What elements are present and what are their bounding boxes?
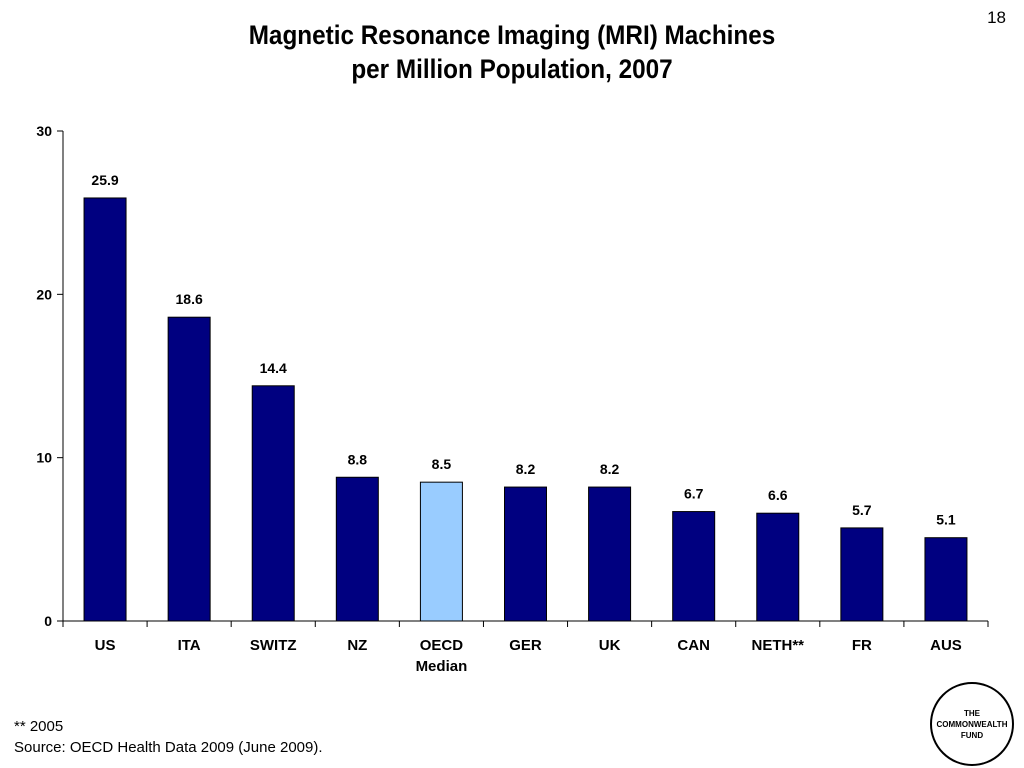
logo-line-2: COMMONWEALTH <box>936 719 1008 729</box>
bar <box>840 527 884 622</box>
bar <box>504 486 547 622</box>
data-label: 8.5 <box>432 456 452 472</box>
bar-chart: 0 10 20 30 25.9 US 18.6 ITA 14.4 SWITZ 8.8 NZ 8.5 OEC… <box>36 123 989 675</box>
category-label-line: US <box>95 637 116 654</box>
category-label-line: GER <box>509 637 542 654</box>
data-label: 8.2 <box>600 461 620 477</box>
category-label: ITA <box>178 637 201 654</box>
category-label: UK <box>599 637 621 654</box>
chart-title-line-1: Magnetic Resonance Imaging (MRI) Machine… <box>248 20 776 50</box>
logo-line-1: THE <box>964 708 980 718</box>
bar <box>419 481 463 622</box>
y-tick-label: 20 <box>36 286 52 302</box>
footnote-note: ** 2005 <box>14 718 64 735</box>
chart-title: Magnetic Resonance Imaging (MRI) Machine… <box>51 18 973 86</box>
page-number: 18 <box>987 8 1006 27</box>
data-label: 6.7 <box>684 486 704 502</box>
category-label: CAN <box>677 637 710 654</box>
footnotes: ** 2005 Source: OECD Health Data 2009 (J… <box>14 716 323 758</box>
bar <box>924 537 968 622</box>
category-label-line: ITA <box>178 637 201 654</box>
data-label: 25.9 <box>91 172 118 188</box>
data-label: 14.4 <box>260 360 287 376</box>
category-label: US <box>95 637 116 654</box>
bar <box>167 316 211 622</box>
bar <box>588 486 632 622</box>
data-label: 6.6 <box>768 487 788 503</box>
chart-title-line-2: per Million Population, 2007 <box>351 54 673 84</box>
y-tick-label: 30 <box>36 123 52 139</box>
data-label: 5.7 <box>852 502 872 518</box>
logo-line-3: FUND <box>960 730 984 740</box>
data-label: 5.1 <box>936 512 956 528</box>
category-label: NETH** <box>752 637 805 654</box>
bar <box>251 385 295 622</box>
category-label: GER <box>509 637 542 654</box>
data-label: 8.2 <box>516 461 536 477</box>
category-label-line: AUS <box>930 637 962 654</box>
data-label: 8.8 <box>348 451 368 467</box>
category-label-line: NZ <box>347 637 367 654</box>
category-label-line: SWITZ <box>250 637 297 654</box>
y-tick-label: 10 <box>36 450 52 466</box>
y-tick-label: 0 <box>44 613 52 629</box>
bar <box>335 476 379 622</box>
category-label-line: FR <box>852 637 872 654</box>
bar <box>756 512 800 622</box>
bar <box>672 511 716 622</box>
category-label-line: NETH** <box>752 637 805 654</box>
category-label-line: CAN <box>677 637 710 654</box>
footnote-source: Source: OECD Health Data 2009 (June 2009… <box>14 739 323 756</box>
category-label: SWITZ <box>250 637 297 654</box>
category-label: OECD Median <box>416 637 468 675</box>
category-label: NZ <box>347 637 367 654</box>
category-label: AUS <box>930 637 962 654</box>
category-label-line: Median <box>416 658 468 675</box>
category-label-line: UK <box>599 637 621 654</box>
category-label-line: OECD <box>420 637 464 654</box>
commonwealth-fund-logo: THE COMMONWEALTH FUND <box>930 682 1014 766</box>
bar <box>83 197 127 622</box>
category-label: FR <box>852 637 872 654</box>
data-label: 18.6 <box>176 291 203 307</box>
